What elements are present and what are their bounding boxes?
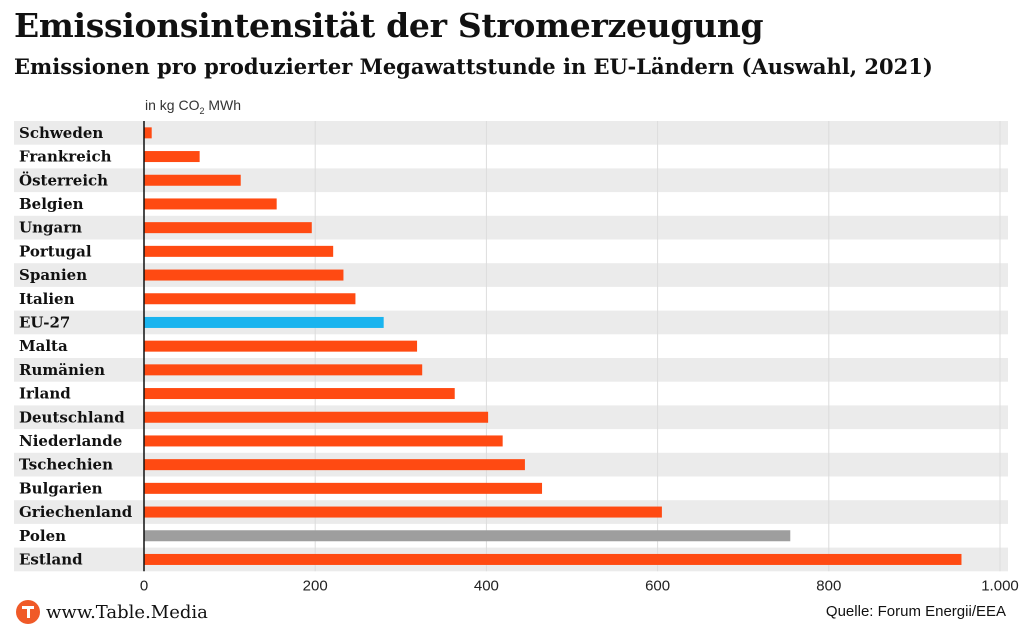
bar xyxy=(144,127,152,139)
category-label: Griechenland xyxy=(19,503,133,521)
category-label: Irland xyxy=(19,385,71,403)
category-label: Italien xyxy=(19,290,75,308)
category-labels: Schweden Frankreich Österreich Belgien Ungar… xyxy=(19,124,133,569)
category-label: Polen xyxy=(19,527,66,545)
chart-title: Emissionsintensität der Stromerzeugung xyxy=(14,6,764,45)
unit-subscript: 2 xyxy=(199,105,205,116)
bar xyxy=(144,222,312,234)
footer-brand[interactable]: www.Table.Media xyxy=(16,600,208,624)
bar xyxy=(144,364,423,376)
row-band xyxy=(14,215,1008,240)
x-tick-label: 800 xyxy=(816,577,841,594)
category-label: Frankreich xyxy=(19,148,112,166)
unit-prefix: in kg CO xyxy=(145,97,200,113)
unit-suffix: MWh xyxy=(204,97,242,113)
x-tick-label: 1.000 xyxy=(981,577,1019,594)
category-label: Portugal xyxy=(19,242,92,260)
bar xyxy=(144,316,384,328)
bar-chart: Schweden Frankreich Österreich Belgien Ungar… xyxy=(14,121,1019,594)
bar xyxy=(144,435,503,447)
bar xyxy=(144,482,543,494)
bar xyxy=(144,388,455,400)
category-label: Niederlande xyxy=(19,432,122,450)
bar xyxy=(144,293,356,305)
bar xyxy=(144,269,344,281)
category-label: Schweden xyxy=(19,124,103,142)
bar xyxy=(144,506,662,518)
x-tick-label: 400 xyxy=(474,577,499,594)
category-label: Österreich xyxy=(19,170,108,189)
unit-label: in kg CO2 MWh xyxy=(145,97,241,116)
row-band xyxy=(14,121,1008,145)
bar xyxy=(144,174,241,186)
bar xyxy=(144,530,791,542)
x-tick-label: 200 xyxy=(303,577,328,594)
row-band xyxy=(14,168,1008,193)
bar xyxy=(144,411,489,423)
row-band xyxy=(14,405,1008,430)
category-label: Rumänien xyxy=(19,361,105,379)
category-label: Malta xyxy=(19,337,68,355)
bar xyxy=(144,459,525,471)
category-label: Bulgarien xyxy=(19,479,103,497)
bars xyxy=(144,127,962,565)
category-label: Deutschland xyxy=(19,408,125,426)
bar xyxy=(144,340,418,352)
row-band xyxy=(14,310,1008,335)
category-label: Estland xyxy=(19,550,83,568)
chart-subtitle: Emissionen pro produzierter Megawattstun… xyxy=(14,54,933,79)
brand-link[interactable]: www.Table.Media xyxy=(46,601,208,623)
bar xyxy=(144,553,962,565)
x-tick-label: 600 xyxy=(645,577,670,594)
bar xyxy=(144,151,200,163)
category-label: Spanien xyxy=(19,266,87,284)
category-label: Ungarn xyxy=(19,219,82,237)
category-label: Belgien xyxy=(19,195,84,213)
category-label: EU-27 xyxy=(19,313,70,331)
row-band xyxy=(14,263,1008,287)
row-bands xyxy=(14,121,1008,572)
row-band xyxy=(14,358,1008,382)
category-label: Tschechien xyxy=(19,456,113,474)
source-note: Quelle: Forum Energii/EEA xyxy=(825,603,1006,620)
bar xyxy=(144,198,277,210)
x-tick-labels: 0 200 400 600 800 1.000 xyxy=(140,577,1019,594)
bar xyxy=(144,245,334,257)
table-media-logo-icon xyxy=(16,600,40,624)
x-tick-label: 0 xyxy=(140,577,148,594)
